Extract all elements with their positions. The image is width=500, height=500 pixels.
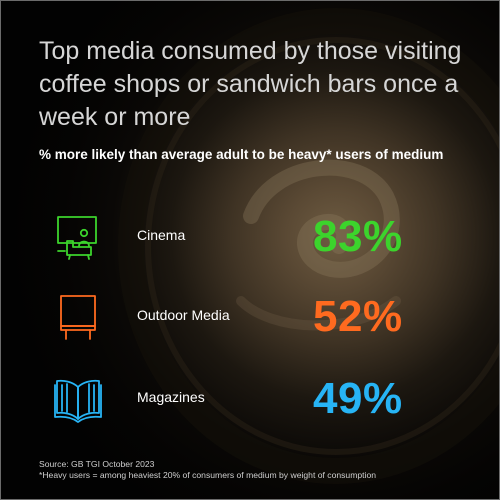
- magazine-icon: [54, 379, 102, 423]
- media-row-outdoor: Outdoor Media 52%: [1, 287, 499, 347]
- media-label-cinema: Cinema: [137, 227, 186, 243]
- media-value-magazines: 49%: [313, 374, 403, 423]
- media-row-magazines: Magazines 49%: [1, 369, 499, 429]
- media-row-cinema: Cinema 83%: [1, 207, 499, 267]
- heavy-users-note: *Heavy users = among heaviest 20% of con…: [39, 470, 376, 480]
- source-note: Source: GB TGI October 2023: [39, 459, 155, 469]
- media-label-outdoor: Outdoor Media: [137, 307, 230, 323]
- media-value-cinema: 83%: [313, 212, 403, 261]
- cinema-icon: [57, 216, 97, 260]
- page-subtitle: % more likely than average adult to be h…: [39, 147, 444, 162]
- billboard-icon: [60, 295, 96, 340]
- page-title: Top media consumed by those visiting cof…: [39, 37, 462, 131]
- media-value-outdoor: 52%: [313, 292, 403, 341]
- footnote: Source: GB TGI October 2023 *Heavy users…: [39, 459, 489, 481]
- media-label-magazines: Magazines: [137, 389, 205, 405]
